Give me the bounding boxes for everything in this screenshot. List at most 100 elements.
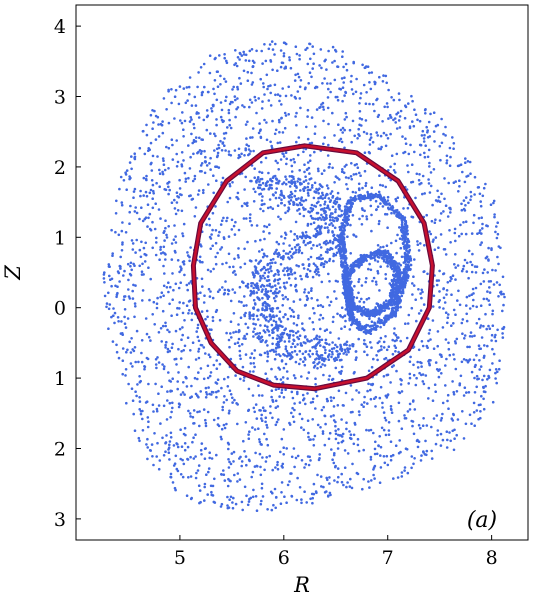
scatter-point — [306, 419, 310, 423]
scatter-point — [141, 262, 144, 266]
scatter-point — [242, 304, 246, 308]
scatter-point — [181, 311, 185, 315]
scatter-point — [203, 171, 207, 175]
scatter-point — [165, 236, 169, 239]
scatter-point — [428, 161, 431, 165]
scatter-point — [352, 173, 356, 176]
scatter-point — [398, 439, 402, 442]
scatter-point — [471, 304, 475, 308]
scatter-point — [161, 324, 165, 328]
scatter-point — [293, 95, 297, 99]
scatter-point — [304, 86, 307, 89]
scatter-point — [188, 259, 191, 263]
scatter-point — [336, 447, 340, 450]
scatter-point — [366, 308, 370, 311]
scatter-point — [281, 294, 284, 297]
scatter-point — [382, 375, 386, 378]
scatter-point — [226, 495, 229, 499]
scatter-point — [312, 328, 316, 331]
scatter-point — [422, 417, 425, 420]
scatter-point — [271, 176, 275, 179]
scatter-point — [173, 95, 177, 98]
scatter-point — [265, 138, 269, 142]
scatter-point — [308, 178, 312, 181]
scatter-point — [216, 85, 220, 88]
scatter-point — [260, 248, 264, 251]
scatter-point — [314, 490, 318, 493]
scatter-point — [345, 303, 348, 307]
scatter-point — [240, 54, 244, 57]
scatter-point — [143, 367, 146, 371]
scatter-point — [396, 273, 400, 277]
scatter-point — [407, 170, 410, 174]
scatter-point — [381, 406, 384, 409]
scatter-point — [240, 343, 244, 346]
scatter-point — [227, 252, 231, 256]
scatter-point — [246, 201, 249, 205]
scatter-point — [219, 101, 223, 104]
scatter-point — [459, 374, 463, 378]
scatter-point — [466, 160, 470, 163]
scatter-point — [196, 410, 199, 414]
scatter-point — [352, 262, 356, 265]
scatter-point — [152, 410, 155, 413]
scatter-point — [475, 265, 479, 269]
scatter-point — [192, 138, 196, 142]
scatter-point — [231, 396, 234, 400]
scatter-point — [252, 335, 255, 338]
scatter-point — [276, 93, 280, 96]
scatter-point — [157, 208, 161, 211]
scatter-point — [369, 136, 373, 139]
scatter-point — [410, 215, 414, 219]
scatter-point — [489, 203, 493, 206]
scatter-point — [385, 304, 388, 308]
scatter-point — [468, 160, 472, 164]
scatter-point — [145, 332, 149, 336]
scatter-point — [176, 259, 180, 262]
scatter-point — [192, 152, 195, 156]
scatter-point — [214, 262, 218, 266]
scatter-point — [496, 232, 500, 236]
scatter-point — [350, 294, 353, 298]
scatter-point — [399, 450, 402, 454]
scatter-point — [454, 313, 457, 317]
scatter-point — [349, 199, 352, 202]
scatter-point — [175, 201, 179, 204]
scatter-point — [295, 323, 299, 327]
scatter-point — [210, 107, 213, 110]
scatter-point — [151, 206, 155, 210]
scatter-point — [254, 259, 258, 262]
scatter-point — [135, 394, 138, 398]
scatter-point — [120, 320, 123, 323]
scatter-point — [400, 427, 404, 431]
scatter-point — [373, 252, 377, 255]
scatter-point — [401, 226, 404, 229]
scatter-point — [252, 200, 256, 203]
scatter-point — [423, 151, 426, 155]
scatter-point — [453, 358, 456, 361]
scatter-point — [272, 503, 275, 507]
scatter-point — [380, 145, 383, 149]
scatter-point — [467, 276, 470, 280]
scatter-point — [445, 289, 449, 292]
scatter-point — [208, 54, 212, 57]
scatter-point — [209, 237, 213, 240]
scatter-point — [347, 199, 350, 202]
scatter-point — [280, 491, 283, 494]
scatter-point — [197, 371, 200, 374]
scatter-point — [326, 187, 330, 190]
scatter-point — [472, 292, 475, 295]
scatter-point — [108, 274, 111, 278]
scatter-point — [451, 380, 454, 383]
scatter-point — [155, 241, 158, 244]
scatter-point — [331, 320, 335, 324]
scatter-point — [369, 397, 373, 401]
scatter-point — [365, 132, 369, 135]
scatter-point — [161, 170, 164, 174]
scatter-point — [323, 207, 326, 210]
scatter-point — [320, 103, 323, 106]
scatter-point — [200, 93, 204, 97]
scatter-point — [298, 169, 302, 172]
scatter-point — [278, 94, 282, 98]
scatter-point — [428, 191, 432, 194]
